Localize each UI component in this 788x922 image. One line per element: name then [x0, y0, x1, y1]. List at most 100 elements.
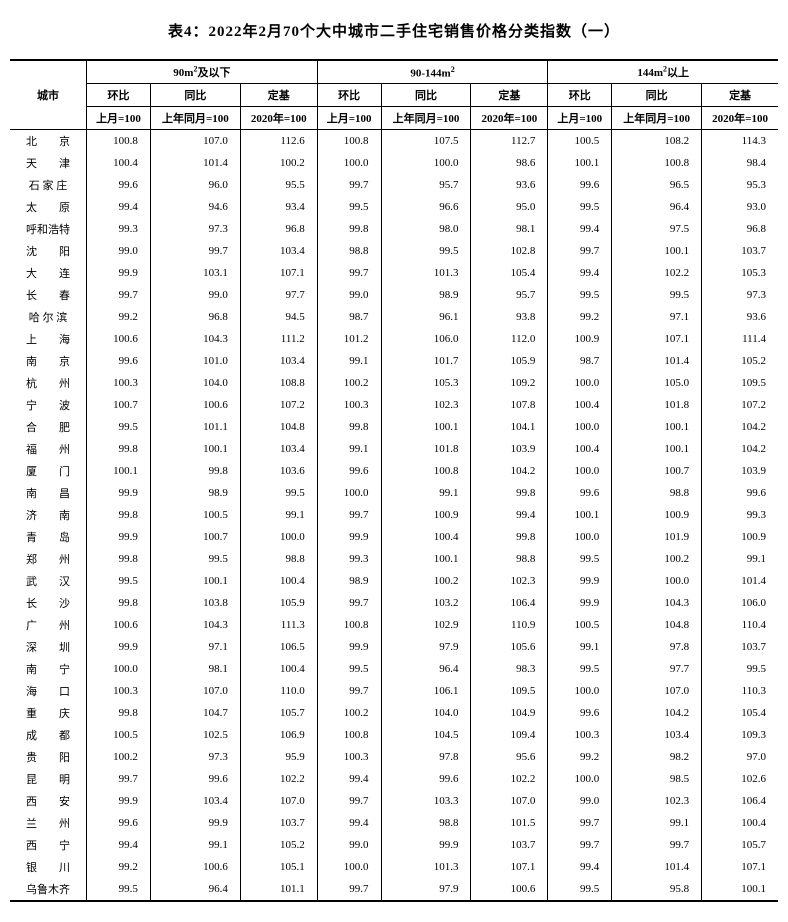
value-cell: 99.8: [87, 438, 151, 460]
value-cell: 110.0: [240, 680, 317, 702]
value-cell: 110.4: [702, 614, 778, 636]
value-cell: 100.6: [150, 856, 240, 878]
value-cell: 99.7: [317, 504, 381, 526]
value-cell: 100.7: [87, 394, 151, 416]
value-cell: 96.4: [381, 658, 471, 680]
value-cell: 98.9: [150, 482, 240, 504]
value-cell: 100.0: [548, 768, 612, 790]
value-cell: 104.2: [612, 702, 702, 724]
value-cell: 107.1: [612, 328, 702, 350]
value-cell: 100.1: [381, 548, 471, 570]
city-cell: 南 京: [10, 350, 87, 372]
city-cell: 西 宁: [10, 834, 87, 856]
header-sub-base: 2020年=100: [702, 107, 778, 130]
value-cell: 98.3: [471, 658, 548, 680]
city-cell: 福 州: [10, 438, 87, 460]
value-cell: 107.1: [471, 856, 548, 878]
value-cell: 99.0: [317, 834, 381, 856]
table-row: 西 宁99.499.1105.299.099.9103.799.799.7105…: [10, 834, 778, 856]
value-cell: 99.8: [471, 482, 548, 504]
value-cell: 99.5: [317, 196, 381, 218]
city-cell: 济 南: [10, 504, 87, 526]
value-cell: 106.4: [471, 592, 548, 614]
value-cell: 99.9: [87, 636, 151, 658]
value-cell: 105.2: [240, 834, 317, 856]
value-cell: 99.1: [548, 636, 612, 658]
value-cell: 105.6: [471, 636, 548, 658]
value-cell: 101.4: [150, 152, 240, 174]
value-cell: 100.4: [548, 394, 612, 416]
table-row: 福 州99.8100.1103.499.1101.8103.9100.4100.…: [10, 438, 778, 460]
header-sub-base: 2020年=100: [471, 107, 548, 130]
value-cell: 103.2: [381, 592, 471, 614]
value-cell: 99.5: [381, 240, 471, 262]
city-cell: 沈 阳: [10, 240, 87, 262]
value-cell: 102.3: [612, 790, 702, 812]
value-cell: 98.2: [612, 746, 702, 768]
value-cell: 100.2: [87, 746, 151, 768]
value-cell: 99.4: [87, 834, 151, 856]
value-cell: 96.8: [240, 218, 317, 240]
value-cell: 100.6: [150, 394, 240, 416]
price-index-table: 城市 90m2及以下 90-144m2 144m2以上 环比 同比 定基 环比 …: [10, 59, 778, 902]
value-cell: 95.7: [381, 174, 471, 196]
value-cell: 100.0: [548, 416, 612, 438]
value-cell: 93.0: [702, 196, 778, 218]
value-cell: 98.8: [317, 240, 381, 262]
city-cell: 兰 州: [10, 812, 87, 834]
table-row: 银 川99.2100.6105.1100.0101.3107.199.4101.…: [10, 856, 778, 878]
value-cell: 102.2: [471, 768, 548, 790]
value-cell: 100.2: [240, 152, 317, 174]
value-cell: 100.0: [548, 372, 612, 394]
value-cell: 96.5: [612, 174, 702, 196]
header-yoy: 同比: [612, 84, 702, 107]
value-cell: 105.1: [240, 856, 317, 878]
value-cell: 99.6: [702, 482, 778, 504]
value-cell: 104.3: [612, 592, 702, 614]
value-cell: 105.4: [702, 702, 778, 724]
header-group3: 144m2以上: [548, 60, 778, 84]
value-cell: 103.4: [240, 350, 317, 372]
value-cell: 100.0: [548, 680, 612, 702]
value-cell: 107.2: [702, 394, 778, 416]
table-title: 表4：2022年2月70个大中城市二手住宅销售价格分类指数（一）: [10, 20, 778, 41]
value-cell: 95.9: [240, 746, 317, 768]
value-cell: 99.5: [317, 658, 381, 680]
table-row: 海 口100.3107.0110.099.7106.1109.5100.0107…: [10, 680, 778, 702]
header-city: 城市: [10, 60, 87, 130]
city-cell: 深 圳: [10, 636, 87, 658]
value-cell: 97.7: [612, 658, 702, 680]
value-cell: 103.4: [150, 790, 240, 812]
value-cell: 100.8: [317, 724, 381, 746]
value-cell: 100.1: [87, 460, 151, 482]
value-cell: 100.9: [381, 504, 471, 526]
value-cell: 103.1: [150, 262, 240, 284]
city-cell: 哈 尔 滨: [10, 306, 87, 328]
table-row: 杭 州100.3104.0108.8100.2105.3109.2100.010…: [10, 372, 778, 394]
value-cell: 98.9: [381, 284, 471, 306]
city-cell: 宁 波: [10, 394, 87, 416]
value-cell: 98.8: [240, 548, 317, 570]
value-cell: 100.9: [702, 526, 778, 548]
value-cell: 100.4: [240, 570, 317, 592]
value-cell: 99.0: [317, 284, 381, 306]
value-cell: 104.8: [240, 416, 317, 438]
value-cell: 100.0: [612, 570, 702, 592]
value-cell: 99.8: [87, 504, 151, 526]
value-cell: 99.2: [548, 746, 612, 768]
city-cell: 天 津: [10, 152, 87, 174]
value-cell: 111.4: [702, 328, 778, 350]
value-cell: 106.0: [702, 592, 778, 614]
value-cell: 99.5: [87, 878, 151, 901]
value-cell: 99.5: [240, 482, 317, 504]
value-cell: 99.9: [87, 482, 151, 504]
value-cell: 100.2: [381, 570, 471, 592]
value-cell: 99.5: [702, 658, 778, 680]
header-group2: 90-144m2: [317, 60, 548, 84]
value-cell: 100.8: [381, 460, 471, 482]
city-cell: 长 春: [10, 284, 87, 306]
value-cell: 100.4: [548, 438, 612, 460]
header-sub-mom: 上月=100: [548, 107, 612, 130]
value-cell: 93.4: [240, 196, 317, 218]
value-cell: 99.9: [548, 570, 612, 592]
